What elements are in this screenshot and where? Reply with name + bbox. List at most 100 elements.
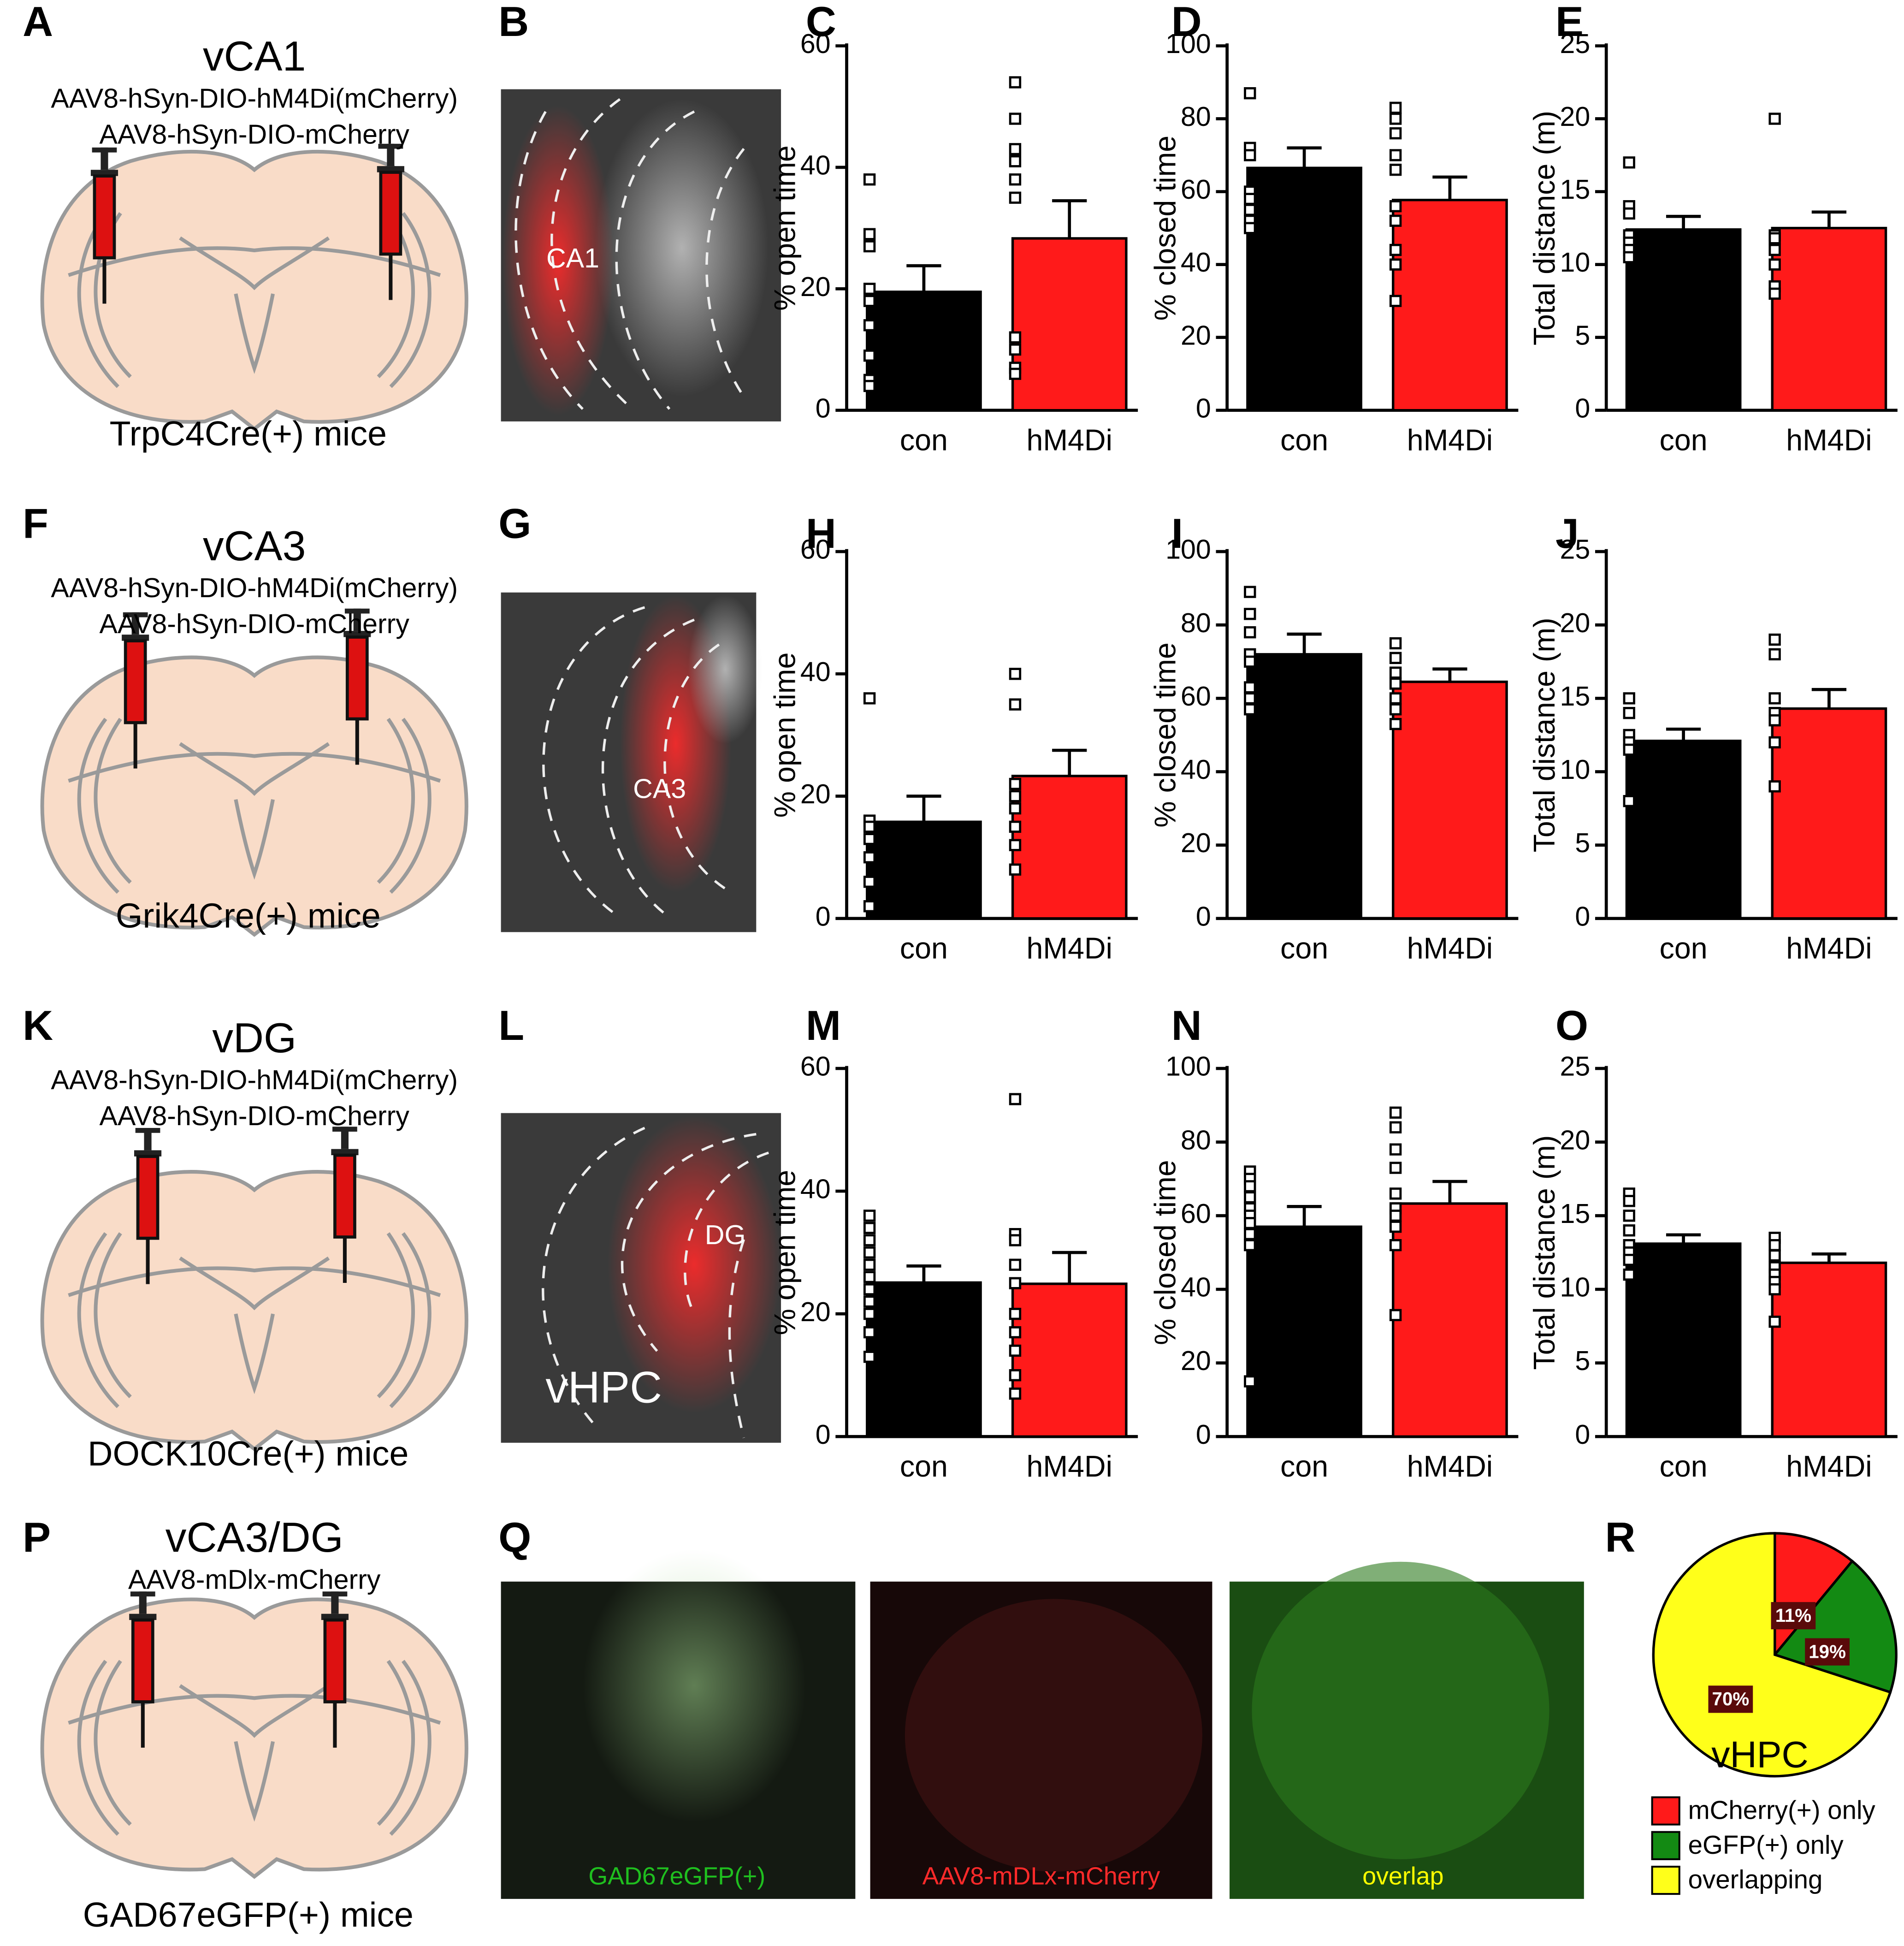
data-point	[1768, 1316, 1781, 1328]
image-label: CA1	[546, 243, 599, 273]
pie-annotation: vHPC	[1711, 1734, 1809, 1776]
value-label-box	[1771, 1602, 1816, 1630]
pie-slice	[1652, 1532, 1892, 1778]
image-label: GAD67eGFP(+)	[588, 1862, 765, 1890]
data-point	[1768, 736, 1781, 749]
x-tick-label: hM4Di	[1786, 424, 1872, 457]
data-point	[1768, 232, 1781, 244]
data-point	[1389, 214, 1402, 227]
data-point	[1244, 1180, 1256, 1193]
y-tick-label: 20	[1181, 1345, 1211, 1376]
micrograph	[870, 1581, 1212, 1899]
y-tick-label: 100	[1165, 534, 1211, 565]
image-label: CA3	[633, 773, 686, 804]
legend-swatch	[1651, 1796, 1680, 1826]
virus-label: AAV8-mDlx-mCherry	[128, 1564, 381, 1595]
data-point	[1009, 331, 1022, 344]
panel-letter: L	[498, 1002, 524, 1049]
y-axis-label: Total distance (m)	[1528, 111, 1561, 345]
y-tick-label: 20	[800, 1296, 831, 1327]
data-point	[863, 1234, 876, 1246]
panel-letter: C	[806, 0, 836, 45]
y-tick-label: 80	[1181, 1124, 1211, 1155]
data-point	[1244, 703, 1256, 716]
x-tick-label: con	[1280, 424, 1328, 457]
x-tick-label: con	[1660, 1450, 1708, 1483]
y-axis-label: Total distance (m)	[1528, 1135, 1561, 1370]
value-label: 70%	[1712, 1689, 1750, 1709]
virus-label: AAV8-hSyn-DIO-mCherry	[100, 119, 410, 149]
data-point	[1389, 1309, 1402, 1322]
data-point	[1768, 714, 1781, 727]
data-point	[1389, 101, 1402, 114]
data-point	[1009, 173, 1022, 186]
y-axis-label: Total distance (m)	[1528, 617, 1561, 852]
y-tick-label: 0	[1196, 1419, 1211, 1450]
data-point	[863, 380, 876, 392]
y-axis-label: % closed time	[1149, 136, 1182, 321]
data-point	[1389, 652, 1402, 664]
data-point	[1244, 1191, 1256, 1204]
data-point	[1009, 113, 1022, 125]
x-tick-label: hM4Di	[1027, 424, 1112, 457]
data-point	[863, 692, 876, 705]
panel-letter: I	[1171, 510, 1183, 557]
data-point	[1009, 1234, 1022, 1246]
data-point	[1009, 191, 1022, 204]
data-point	[1389, 200, 1402, 213]
bar	[1011, 1282, 1128, 1438]
legend-label: mCherry(+) only	[1688, 1796, 1876, 1825]
data-point	[863, 240, 876, 253]
data-point	[1623, 1195, 1635, 1207]
data-point	[1768, 287, 1781, 300]
data-point	[1623, 692, 1635, 705]
data-point	[1009, 820, 1022, 833]
y-tick-label: 40	[800, 656, 831, 687]
data-point	[1389, 1187, 1402, 1200]
data-point	[1244, 626, 1256, 639]
data-point	[1244, 586, 1256, 598]
x-tick-label: hM4Di	[1027, 1450, 1112, 1483]
data-point	[863, 1258, 876, 1271]
data-point	[863, 820, 876, 833]
bar	[1246, 166, 1362, 412]
image-label: AAV8-mDLx-mCherry	[922, 1862, 1160, 1890]
panel-letter: A	[23, 0, 53, 45]
data-point	[1244, 149, 1256, 161]
data-point	[863, 1222, 876, 1234]
data-point	[1389, 1143, 1402, 1156]
y-tick-label: 60	[800, 1051, 831, 1082]
value-label: 11%	[1775, 1605, 1811, 1626]
data-point	[1623, 251, 1635, 263]
data-point	[863, 1210, 876, 1222]
data-point	[1389, 1239, 1402, 1252]
y-tick-label: 100	[1165, 28, 1211, 59]
brain-schematic	[42, 658, 467, 935]
region-title: vCA3/DG	[166, 1514, 343, 1561]
data-point	[1623, 1268, 1635, 1281]
micrograph	[501, 592, 763, 932]
data-point	[1009, 777, 1022, 790]
panel-letter: M	[806, 1002, 841, 1049]
micrograph	[501, 89, 781, 421]
micrograph	[501, 1549, 856, 1899]
bar	[1625, 228, 1742, 412]
y-tick-label: 40	[800, 1174, 831, 1204]
data-point	[1244, 193, 1256, 205]
virus-label: AAV8-hSyn-DIO-mCherry	[100, 608, 410, 639]
y-axis-label: % open time	[769, 145, 802, 311]
data-point	[863, 319, 876, 332]
data-point	[1768, 633, 1781, 646]
panel-letter: F	[23, 500, 48, 547]
data-point	[863, 1351, 876, 1363]
data-point	[1389, 113, 1402, 125]
panel-letter: E	[1555, 0, 1584, 45]
y-tick-label: 0	[1575, 1419, 1590, 1450]
panel-letter: H	[806, 510, 836, 557]
y-axis-label: % closed time	[1149, 642, 1182, 828]
mouse-line: GAD67eGFP(+) mice	[83, 1895, 414, 1934]
bar	[1246, 1225, 1362, 1438]
panel-letter: D	[1171, 0, 1202, 45]
